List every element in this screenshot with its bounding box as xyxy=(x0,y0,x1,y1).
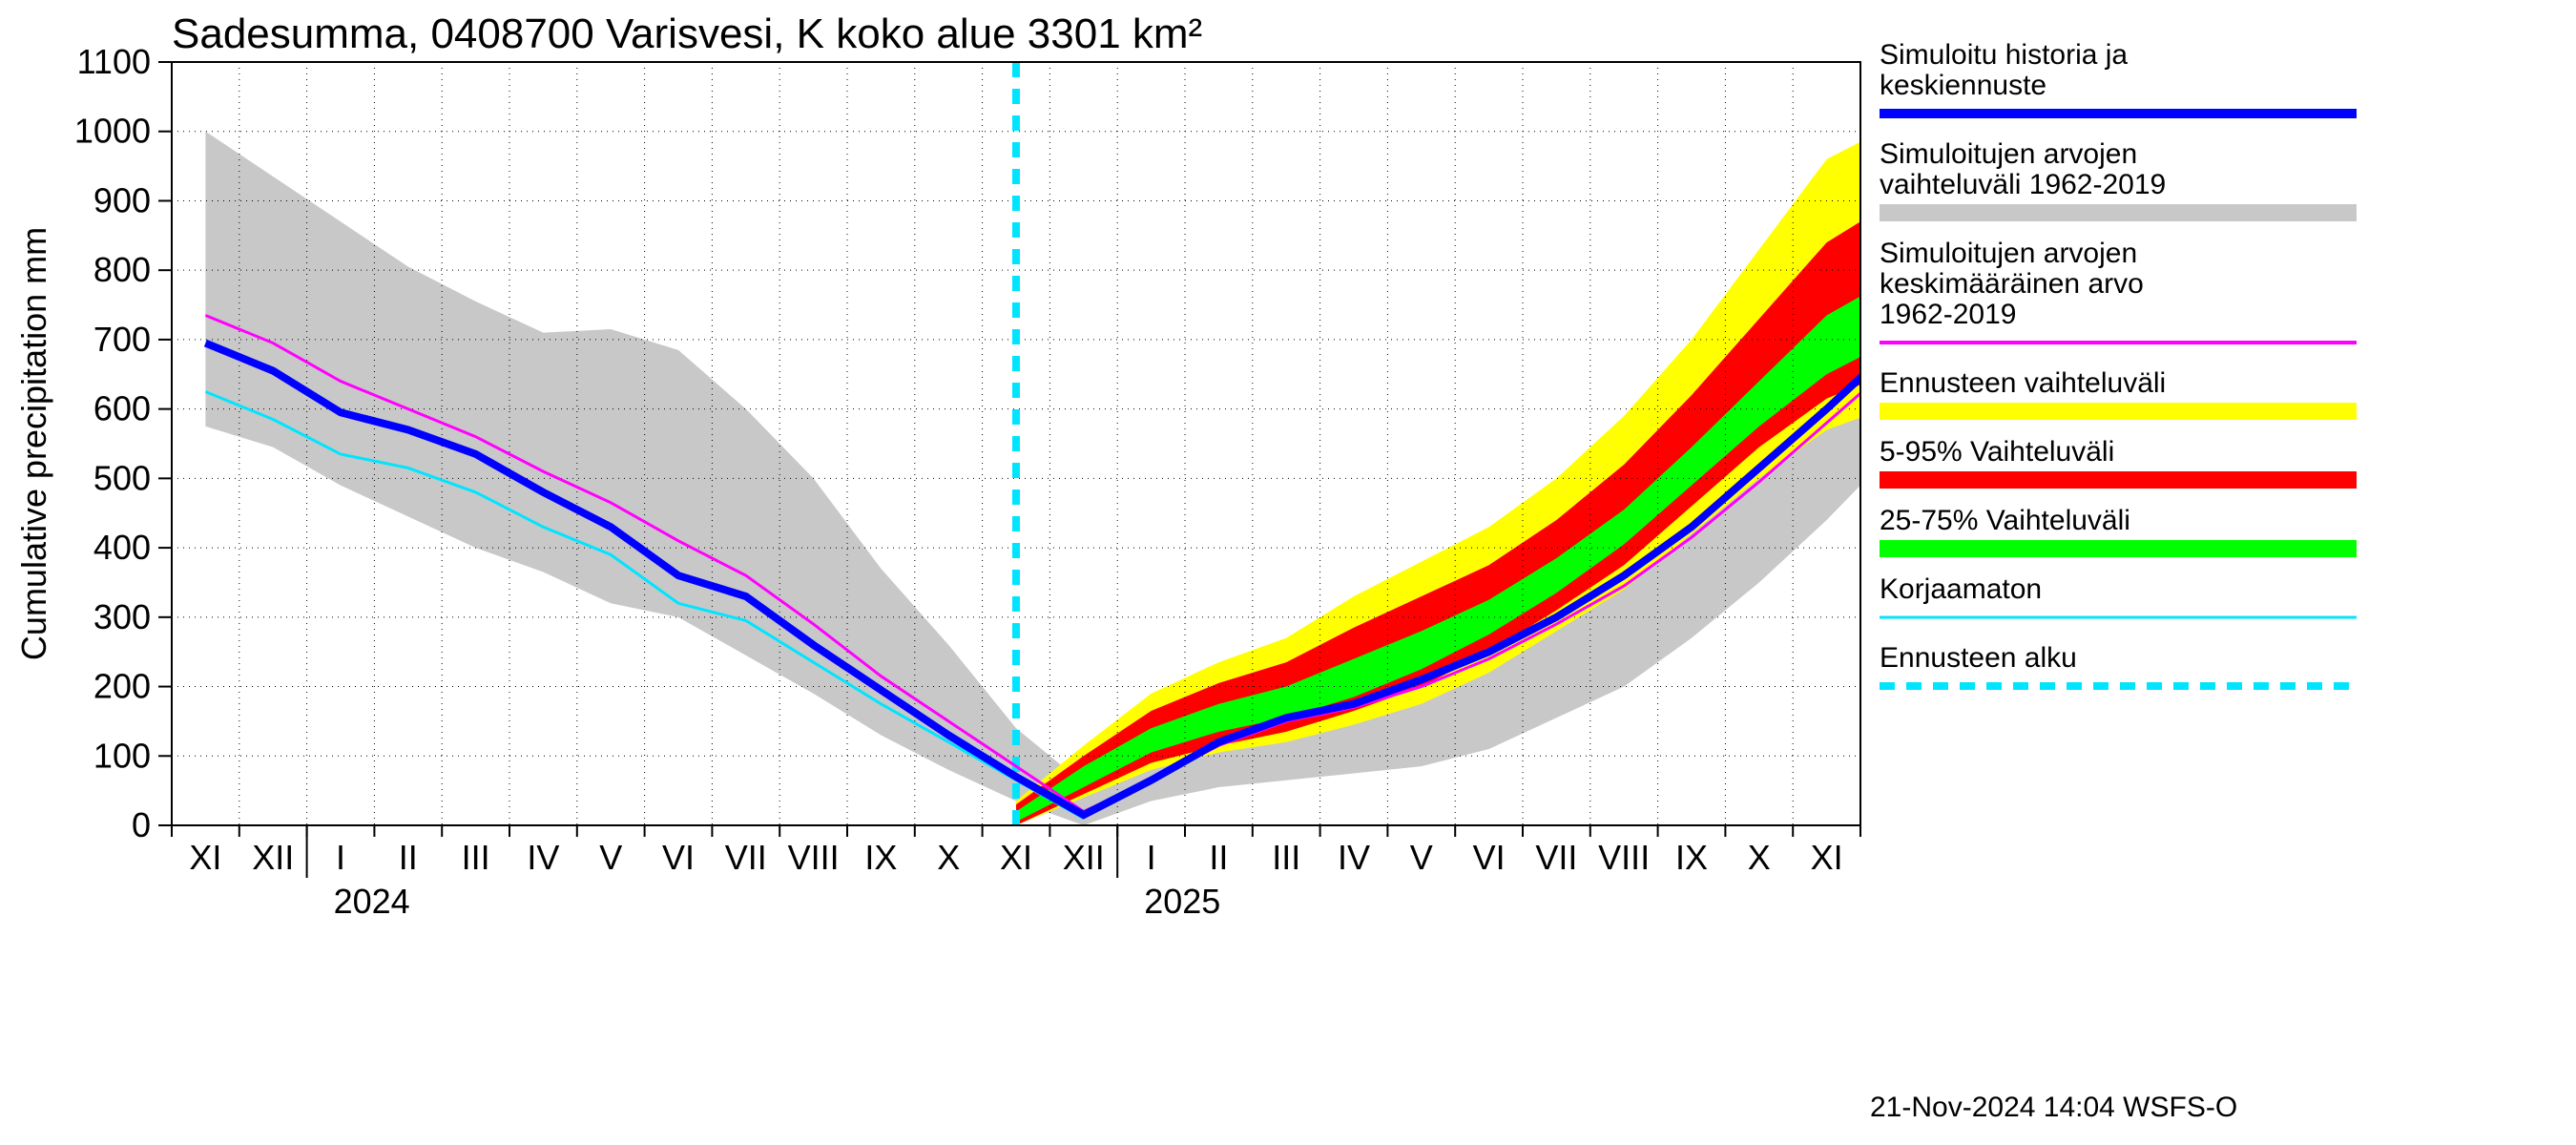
svg-text:VI: VI xyxy=(662,838,695,877)
svg-text:600: 600 xyxy=(93,389,151,428)
chart-title: Sadesumma, 0408700 Varisvesi, K koko alu… xyxy=(172,10,1202,57)
svg-text:700: 700 xyxy=(93,320,151,359)
svg-text:XI: XI xyxy=(1000,838,1032,877)
svg-text:2024: 2024 xyxy=(334,882,410,921)
svg-text:V: V xyxy=(599,838,622,877)
svg-text:keskimääräinen arvo: keskimääräinen arvo xyxy=(1880,268,2144,300)
svg-text:XII: XII xyxy=(1063,838,1105,877)
svg-text:VI: VI xyxy=(1473,838,1506,877)
svg-text:1000: 1000 xyxy=(74,112,151,151)
svg-text:IV: IV xyxy=(1338,838,1370,877)
svg-text:1100: 1100 xyxy=(77,42,151,81)
svg-text:100: 100 xyxy=(93,736,151,775)
svg-text:VII: VII xyxy=(1535,838,1577,877)
svg-text:X: X xyxy=(937,838,960,877)
svg-text:V: V xyxy=(1410,838,1433,877)
svg-text:1962-2019: 1962-2019 xyxy=(1880,299,2016,330)
svg-text:Korjaamaton: Korjaamaton xyxy=(1880,573,2042,605)
svg-text:vaihteluväli 1962-2019: vaihteluväli 1962-2019 xyxy=(1880,169,2166,200)
svg-text:X: X xyxy=(1748,838,1771,877)
svg-text:300: 300 xyxy=(93,597,151,636)
svg-text:I: I xyxy=(1147,838,1156,877)
svg-text:5-95% Vaihteluväli: 5-95% Vaihteluväli xyxy=(1880,436,2114,468)
svg-text:0: 0 xyxy=(132,805,151,844)
svg-text:IX: IX xyxy=(1675,838,1708,877)
svg-text:XI: XI xyxy=(1811,838,1843,877)
svg-text:II: II xyxy=(399,838,418,877)
svg-text:200: 200 xyxy=(93,667,151,706)
chart-container: 010020030040050060070080090010001100XIXI… xyxy=(0,0,2576,1145)
svg-text:VII: VII xyxy=(725,838,767,877)
svg-text:I: I xyxy=(336,838,345,877)
svg-text:keskiennuste: keskiennuste xyxy=(1880,70,2046,101)
svg-text:Simuloitu historia ja: Simuloitu historia ja xyxy=(1880,39,2128,71)
svg-text:Simuloitujen arvojen: Simuloitujen arvojen xyxy=(1880,138,2137,170)
svg-text:VIII: VIII xyxy=(788,838,840,877)
svg-text:III: III xyxy=(462,838,490,877)
svg-text:400: 400 xyxy=(93,528,151,567)
svg-text:VIII: VIII xyxy=(1598,838,1650,877)
svg-text:IV: IV xyxy=(527,838,559,877)
svg-text:Ennusteen alku: Ennusteen alku xyxy=(1880,642,2077,674)
svg-text:25-75% Vaihteluväli: 25-75% Vaihteluväli xyxy=(1880,505,2130,536)
footer-timestamp: 21-Nov-2024 14:04 WSFS-O xyxy=(1870,1092,2237,1123)
svg-text:XII: XII xyxy=(252,838,294,877)
svg-text:III: III xyxy=(1272,838,1300,877)
svg-text:II: II xyxy=(1209,838,1228,877)
svg-text:800: 800 xyxy=(93,250,151,289)
svg-text:IX: IX xyxy=(864,838,897,877)
svg-text:500: 500 xyxy=(93,458,151,497)
svg-text:900: 900 xyxy=(93,180,151,219)
svg-text:2025: 2025 xyxy=(1144,882,1220,921)
svg-text:Simuloitujen arvojen: Simuloitujen arvojen xyxy=(1880,238,2137,269)
chart-svg: 010020030040050060070080090010001100XIXI… xyxy=(0,0,2576,1145)
y-axis-label: Cumulative precipitation mm xyxy=(14,227,53,660)
svg-text:Ennusteen vaihteluväli: Ennusteen vaihteluväli xyxy=(1880,367,2166,399)
svg-text:XI: XI xyxy=(189,838,221,877)
